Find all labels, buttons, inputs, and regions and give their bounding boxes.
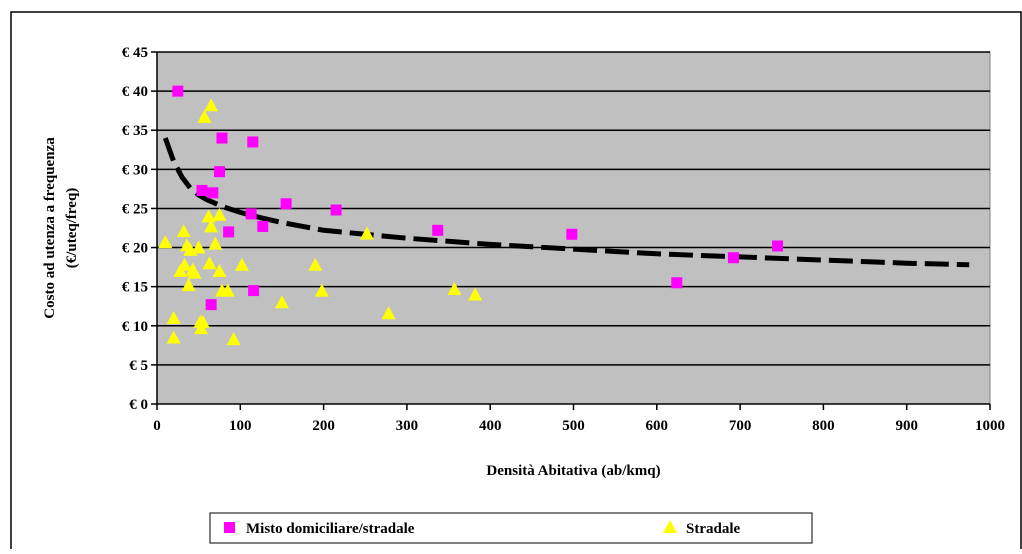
x-tick-label: 900: [895, 418, 918, 434]
y-tick-label: € 25: [122, 201, 148, 217]
point-misto: [671, 277, 683, 289]
trendline-path: [162, 137, 970, 268]
y-tick-label: € 5: [129, 358, 148, 374]
y-tick-label: € 0: [129, 397, 148, 413]
point-misto: [223, 226, 235, 238]
point-stradale: [212, 207, 227, 221]
legend-label-misto: Misto domiciliare/stradale: [246, 521, 415, 537]
y-tick-label: € 15: [122, 280, 148, 296]
y-tick-label: € 20: [122, 241, 148, 257]
point-stradale: [158, 235, 173, 249]
x-tick-label: 400: [479, 418, 502, 434]
point-stradale: [468, 287, 483, 301]
point-misto: [248, 285, 260, 297]
point-misto: [213, 166, 225, 178]
point-misto: [196, 184, 208, 196]
legend-label-stradale: Stradale: [686, 521, 741, 537]
point-stradale: [359, 226, 374, 240]
x-tick-label: 0: [153, 418, 161, 434]
point-misto: [772, 240, 784, 252]
y-tick-label: € 45: [122, 45, 148, 61]
legend: Misto domiciliare/stradale Stradale: [209, 512, 813, 544]
point-misto: [245, 208, 257, 220]
axes: € 0 € 5 € 10 € 15 € 20 € 25 € 30 € 35 € 40 € 45 0 1…: [122, 45, 1005, 434]
point-misto: [330, 204, 342, 216]
y-tick-label: € 10: [122, 319, 148, 335]
data-points: [158, 85, 784, 346]
x-tick-label: 800: [812, 418, 835, 434]
y-axis-title-line2: (€/uteq/freq): [64, 188, 80, 269]
point-misto: [727, 252, 739, 264]
y-axis-title-line1: Costo ad utenza a frequenza: [42, 137, 58, 319]
x-tick-label: 100: [229, 418, 252, 434]
point-misto: [280, 198, 292, 210]
point-stradale: [220, 283, 235, 297]
point-stradale: [447, 282, 462, 296]
point-stradale: [204, 98, 219, 112]
point-stradale: [226, 332, 241, 346]
point-stradale: [204, 219, 219, 233]
legend-marker-stradale: [663, 520, 677, 533]
point-stradale: [177, 257, 192, 271]
point-misto: [566, 228, 578, 240]
point-stradale: [181, 278, 196, 292]
x-tick-label: 200: [312, 418, 335, 434]
point-stradale: [208, 236, 223, 250]
y-tick-label: € 30: [122, 162, 148, 178]
point-stradale: [195, 314, 210, 328]
point-stradale: [234, 257, 249, 271]
trendline: [162, 137, 970, 268]
point-stradale: [381, 306, 396, 320]
point-stradale: [176, 224, 191, 238]
x-tick-label: 300: [396, 418, 419, 434]
point-stradale: [212, 264, 227, 278]
point-misto: [172, 85, 184, 97]
point-stradale: [274, 295, 289, 309]
point-misto: [205, 299, 217, 311]
point-stradale: [166, 330, 181, 344]
legend-marker-misto: [224, 522, 235, 533]
x-tick-label: 1000: [975, 418, 1005, 434]
legend-box: [209, 512, 813, 544]
y-tick-label: € 35: [122, 123, 148, 139]
gridlines: [157, 51, 990, 366]
point-misto: [207, 187, 219, 199]
y-tick-label: € 40: [122, 84, 148, 100]
point-stradale: [166, 310, 181, 324]
x-axis-title: Densità Abitativa (ab/kmq): [486, 463, 660, 479]
plot-area: [156, 51, 991, 405]
x-tick-label: 600: [646, 418, 669, 434]
point-stradale: [191, 240, 206, 254]
point-stradale: [197, 109, 212, 123]
point-misto: [257, 220, 269, 232]
x-tick-label: 700: [729, 418, 752, 434]
x-tick-label: 500: [562, 418, 585, 434]
point-misto: [216, 132, 228, 144]
point-misto: [432, 224, 444, 236]
point-stradale: [187, 265, 202, 279]
point-stradale: [202, 256, 217, 270]
point-stradale: [308, 257, 323, 271]
point-misto: [247, 136, 259, 148]
point-stradale: [314, 283, 329, 297]
point-stradale: [201, 209, 216, 223]
